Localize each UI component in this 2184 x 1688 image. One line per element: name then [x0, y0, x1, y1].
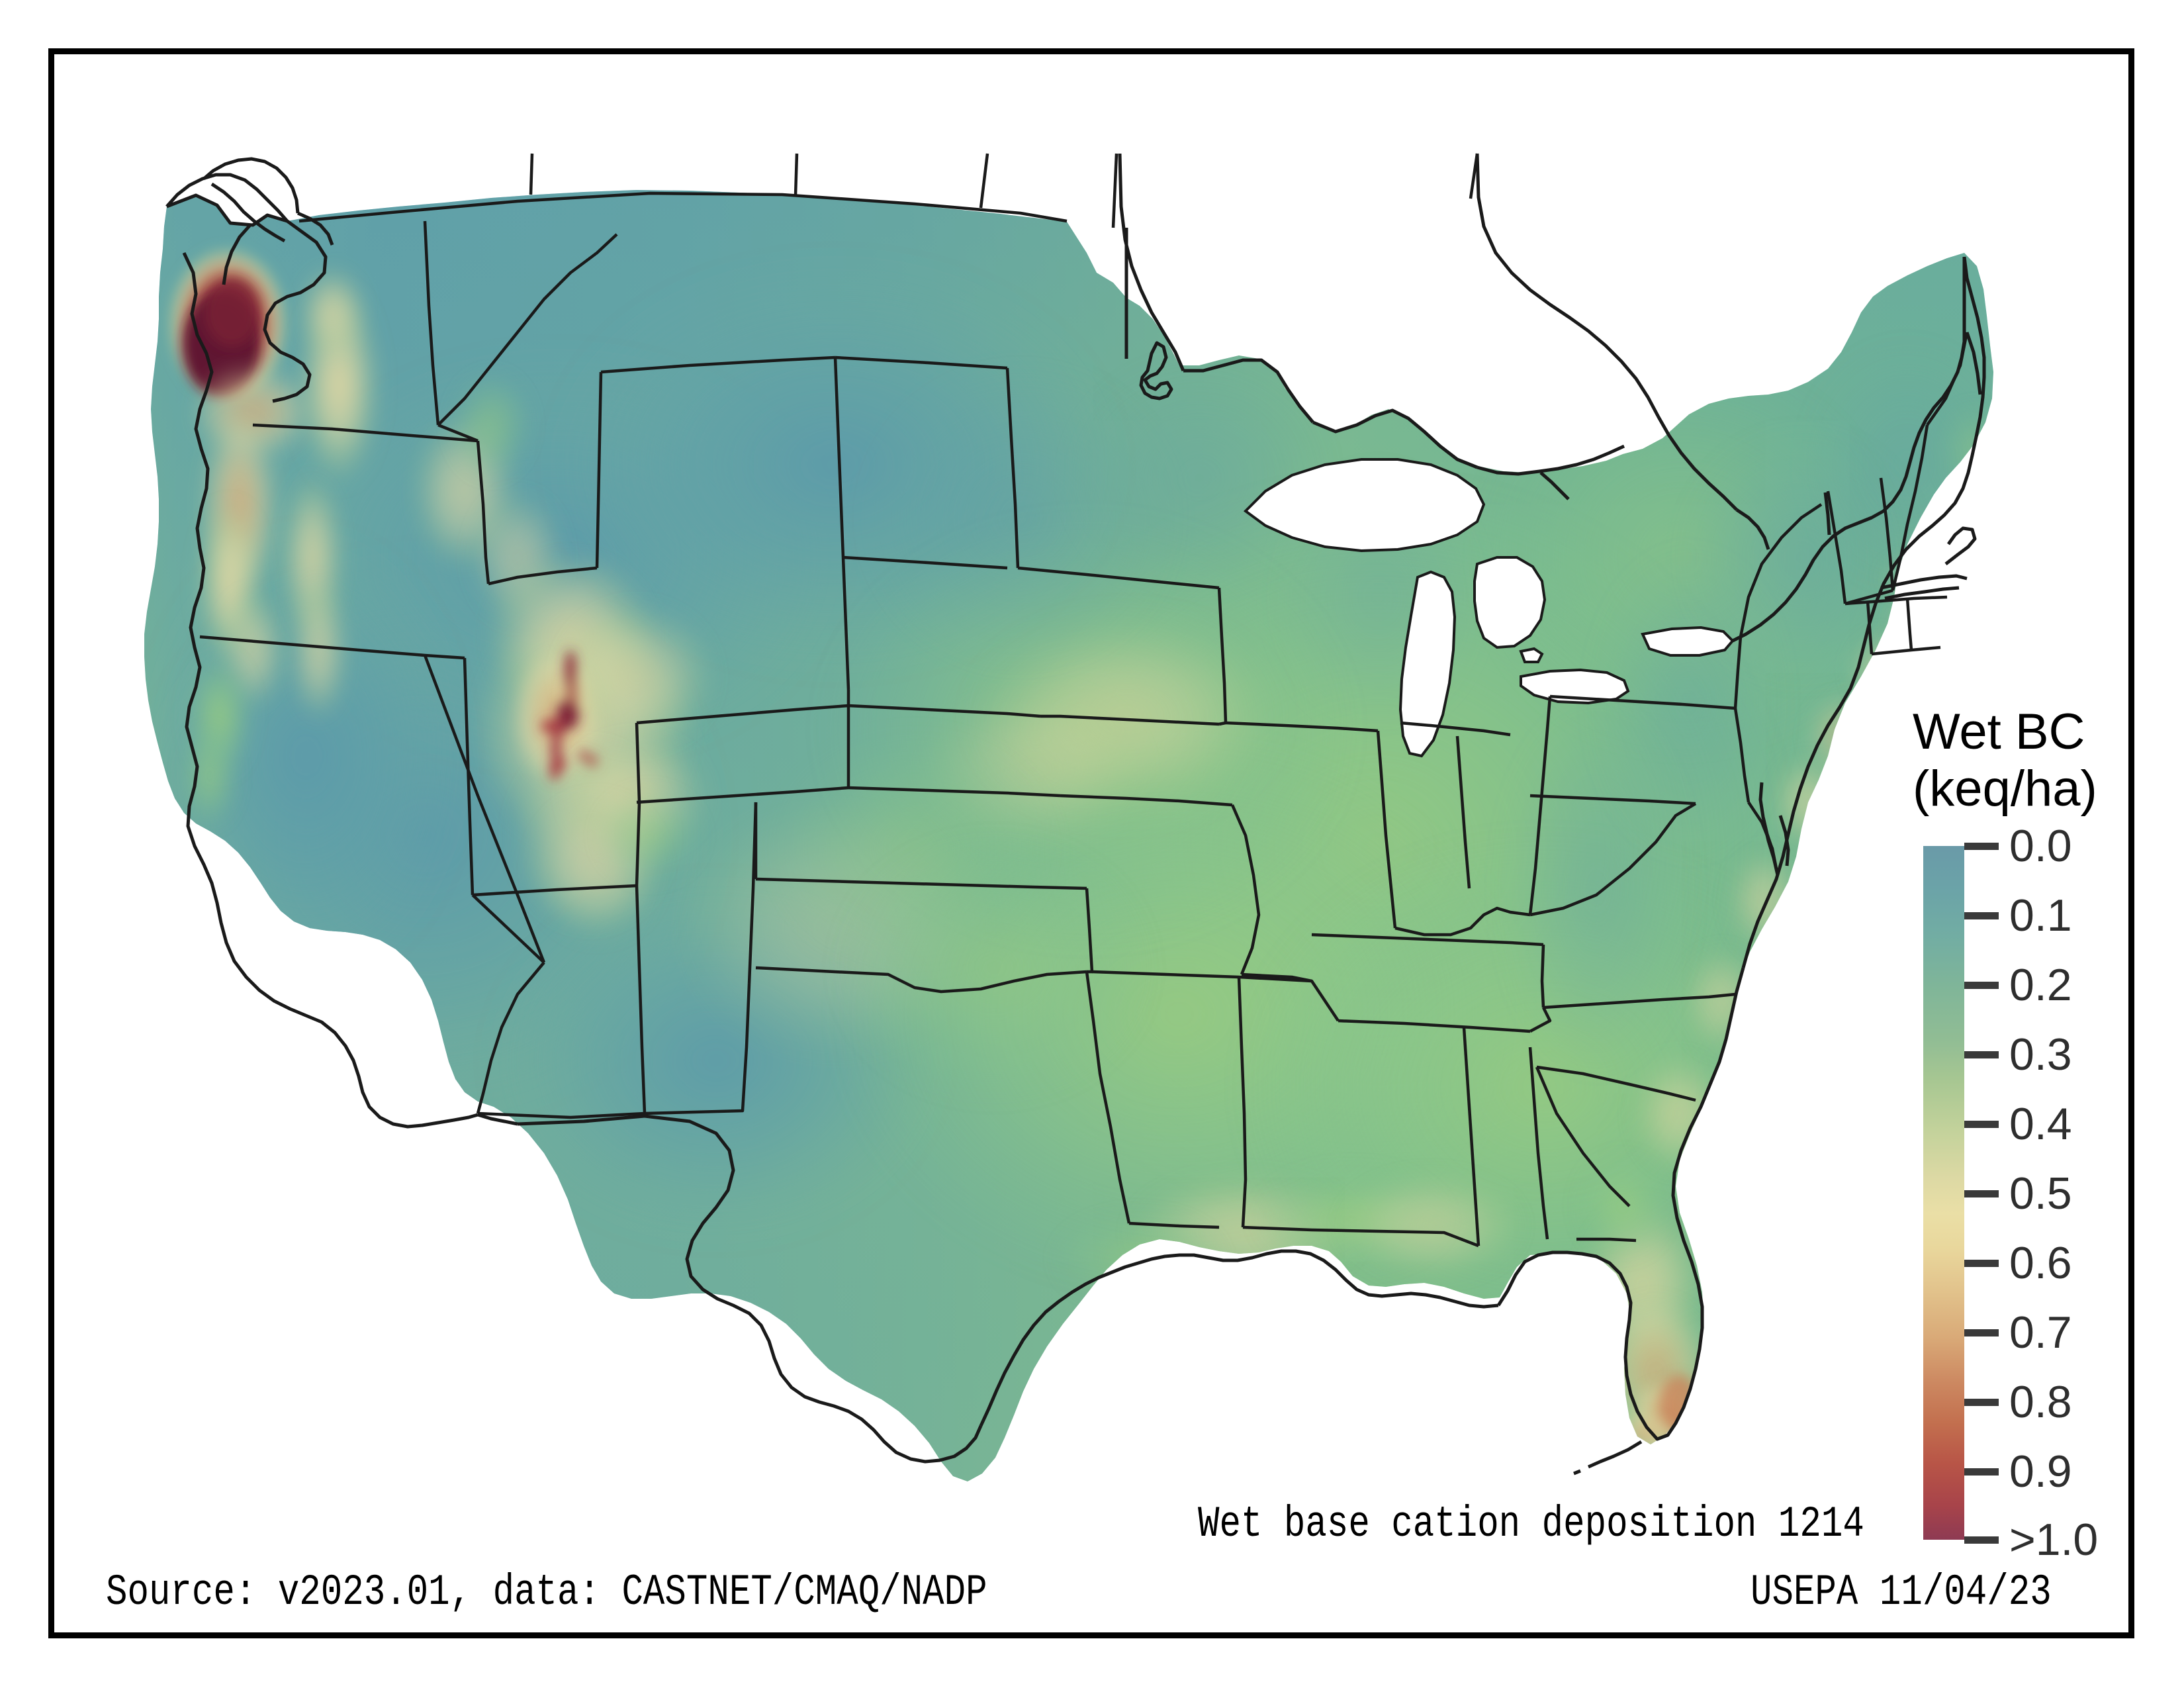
tick-label: 0.3: [2009, 1029, 2072, 1080]
tick-mark: [1964, 1260, 1999, 1267]
figure-caption: Wet base cation deposition 1214: [1198, 1499, 1864, 1549]
state-boundaries: [199, 153, 1969, 1248]
tick-label: >1.0: [2009, 1515, 2099, 1565]
legend-title-line1: Wet BC: [1913, 704, 2085, 760]
tick-label: 0.5: [2009, 1168, 2072, 1219]
tick-label: 0.0: [2009, 821, 2072, 871]
colorbar-legend: Wet BC (keq/ha) 0.0 0.1 0.2 0.3 0.4 0.5: [1888, 703, 2172, 1566]
tick-mark: [1964, 1399, 1999, 1406]
tick-mark: [1964, 1190, 1999, 1197]
wasatch-hotspot: [541, 650, 598, 781]
tick-label: 0.8: [2009, 1377, 2072, 1427]
tick-mark: [1964, 982, 1999, 989]
tick-label: 0.7: [2009, 1307, 2072, 1358]
tick-label: 0.1: [2009, 890, 2072, 941]
great-lakes: [1243, 458, 1735, 758]
legend-title-line2: (keq/ha): [1913, 761, 2097, 817]
tick-mark: [1964, 1536, 1999, 1544]
colorbar-gradient: [1923, 846, 1964, 1540]
tick-label: 0.2: [2009, 960, 2072, 1010]
tick-label: 0.4: [2009, 1099, 2072, 1149]
deposition-field: [144, 190, 1993, 1481]
tick-mark: [1964, 1121, 1999, 1128]
tick-mark: [1964, 1329, 1999, 1336]
conus-deposition-map: [144, 153, 1993, 1481]
tick-label: 0.6: [2009, 1238, 2072, 1288]
figure-frame: Wet BC (keq/ha) 0.0 0.1 0.2 0.3 0.4 0.5: [48, 48, 2134, 1638]
figure-agency-date: USEPA 11/04/23: [1751, 1568, 2052, 1617]
tick-mark: [1964, 843, 1999, 850]
map-canvas: [54, 54, 2128, 1632]
figure-source: Source: v2023.01, data: CASTNET/CMAQ/NAD…: [106, 1568, 987, 1617]
tick-mark: [1964, 912, 1999, 919]
tick-label: 0.9: [2009, 1446, 2072, 1497]
tick-mark: [1964, 1468, 1999, 1476]
tick-mark: [1964, 1051, 1999, 1058]
coastline: [165, 153, 1986, 1476]
